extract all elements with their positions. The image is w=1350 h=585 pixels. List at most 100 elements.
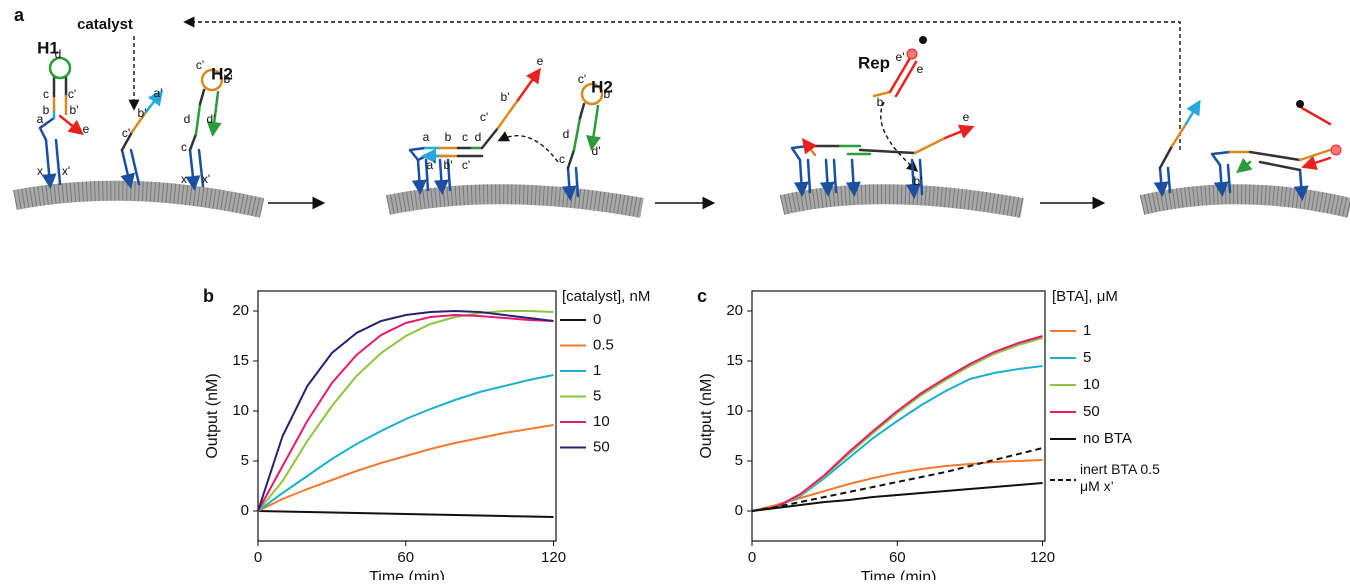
domain-label: b' bbox=[70, 103, 79, 117]
domain-label: b bbox=[43, 103, 50, 117]
y-tick-label: 10 bbox=[726, 402, 743, 419]
series-line bbox=[751, 335, 1043, 512]
plot-frame bbox=[257, 290, 557, 542]
domain-label: c' bbox=[480, 110, 488, 124]
strand-name: catalyst bbox=[77, 16, 133, 33]
domain-label: c bbox=[43, 87, 49, 101]
strand-name: H2 bbox=[211, 64, 233, 83]
domain-label: a bbox=[423, 130, 430, 144]
panel-label: c bbox=[697, 286, 707, 306]
domain-label: b' bbox=[914, 174, 923, 188]
domain-label: b bbox=[877, 95, 884, 109]
y-tick-label: 20 bbox=[232, 302, 249, 319]
domain-label: a' bbox=[154, 86, 163, 100]
series-line bbox=[257, 510, 554, 518]
domain-label: b' bbox=[138, 106, 147, 120]
domain-label: x bbox=[37, 164, 43, 178]
domain-label: b' bbox=[501, 90, 510, 104]
domain-label: d' bbox=[207, 112, 216, 126]
x-axis-label: Time (min) bbox=[861, 569, 937, 580]
x-tick-label: 0 bbox=[748, 549, 756, 566]
diagram bbox=[13, 16, 1350, 218]
legend-title: [BTA], μM bbox=[1052, 288, 1118, 305]
strand-name: H2 bbox=[591, 77, 613, 96]
legend-label: inert BTA 0.5 μM x’ bbox=[1080, 461, 1160, 494]
y-tick-label: 20 bbox=[726, 302, 743, 319]
plot-frame bbox=[751, 290, 1046, 542]
y-tick-label: 10 bbox=[232, 402, 249, 419]
legend-label: 5 bbox=[593, 387, 601, 404]
domain-label: e' bbox=[896, 50, 905, 64]
y-axis-label: Output (nM) bbox=[698, 373, 715, 458]
legend-label: 1 bbox=[593, 362, 601, 379]
legend-label: 1 bbox=[1083, 322, 1091, 339]
domain-label: b' bbox=[224, 72, 233, 86]
domain-label: a' bbox=[427, 158, 436, 172]
x-tick-label: 120 bbox=[541, 549, 566, 566]
legend-label: 10 bbox=[1083, 376, 1100, 393]
series-line bbox=[751, 337, 1043, 512]
domain-label: b' bbox=[444, 158, 453, 172]
x-tick-label: 60 bbox=[397, 549, 414, 566]
series-line bbox=[257, 310, 554, 512]
y-tick-label: 5 bbox=[735, 452, 743, 469]
y-tick-label: 15 bbox=[726, 352, 743, 369]
domain-label: x' bbox=[202, 172, 210, 186]
series-line bbox=[751, 365, 1043, 512]
stage-3-strands bbox=[790, 36, 975, 199]
domain-label: d bbox=[563, 127, 570, 141]
y-tick-label: 5 bbox=[241, 452, 249, 469]
x-axis-label: Time (min) bbox=[369, 569, 445, 580]
legend-label: no BTA bbox=[1083, 430, 1132, 447]
y-axis-label: Output (nM) bbox=[204, 373, 221, 458]
domain-label: d bbox=[184, 112, 191, 126]
legend-label: 0.5 bbox=[593, 336, 614, 353]
y-tick-label: 15 bbox=[232, 352, 249, 369]
series-line bbox=[257, 313, 554, 512]
domain-label: c' bbox=[578, 72, 586, 86]
strand-name: Rep bbox=[858, 53, 890, 72]
domain-label: c bbox=[559, 152, 565, 166]
domain-label: d bbox=[55, 47, 62, 61]
stage-2-strands bbox=[408, 67, 604, 201]
series-line bbox=[751, 447, 1043, 512]
strand-name: H1 bbox=[37, 38, 59, 57]
domain-label: c' bbox=[196, 58, 204, 72]
stage-1-strands bbox=[38, 56, 224, 191]
domain-label: a bbox=[37, 112, 44, 126]
series-line bbox=[751, 482, 1043, 512]
domain-label: c' bbox=[68, 87, 76, 101]
surfaces bbox=[13, 180, 1350, 218]
feedback-arrow bbox=[128, 16, 1181, 172]
x-tick-label: 120 bbox=[1030, 549, 1055, 566]
legend-label: 0 bbox=[593, 311, 601, 328]
domain-label: e bbox=[963, 110, 970, 124]
series-line bbox=[751, 459, 1043, 512]
panel-label: b bbox=[203, 286, 214, 306]
domain-label: x' bbox=[62, 164, 70, 178]
y-tick-label: 0 bbox=[735, 502, 743, 519]
domain-label: c' bbox=[462, 158, 470, 172]
domain-label: c' bbox=[122, 126, 130, 140]
domain-label: e bbox=[917, 62, 924, 76]
legend-title: [catalyst], nM bbox=[562, 288, 650, 305]
legend-label: 50 bbox=[1083, 403, 1100, 420]
domain-label: d' bbox=[592, 144, 601, 158]
stage-4-strands bbox=[1153, 99, 1342, 201]
domain-label: b bbox=[445, 130, 452, 144]
legend-label-box: inert BTA 0.5 μM x’ bbox=[1080, 461, 1160, 494]
y-tick-label: 0 bbox=[241, 502, 249, 519]
series-line bbox=[257, 309, 554, 512]
series-line bbox=[257, 374, 554, 512]
domain-label: b' bbox=[604, 87, 613, 101]
legend-label: 50 bbox=[593, 438, 610, 455]
domain-label: e bbox=[83, 122, 90, 136]
x-tick-label: 0 bbox=[254, 549, 262, 566]
x-tick-label: 60 bbox=[889, 549, 906, 566]
series-line bbox=[257, 424, 554, 512]
domain-label: c bbox=[462, 130, 468, 144]
domain-label: e bbox=[537, 54, 544, 68]
domain-label: c bbox=[181, 140, 187, 154]
